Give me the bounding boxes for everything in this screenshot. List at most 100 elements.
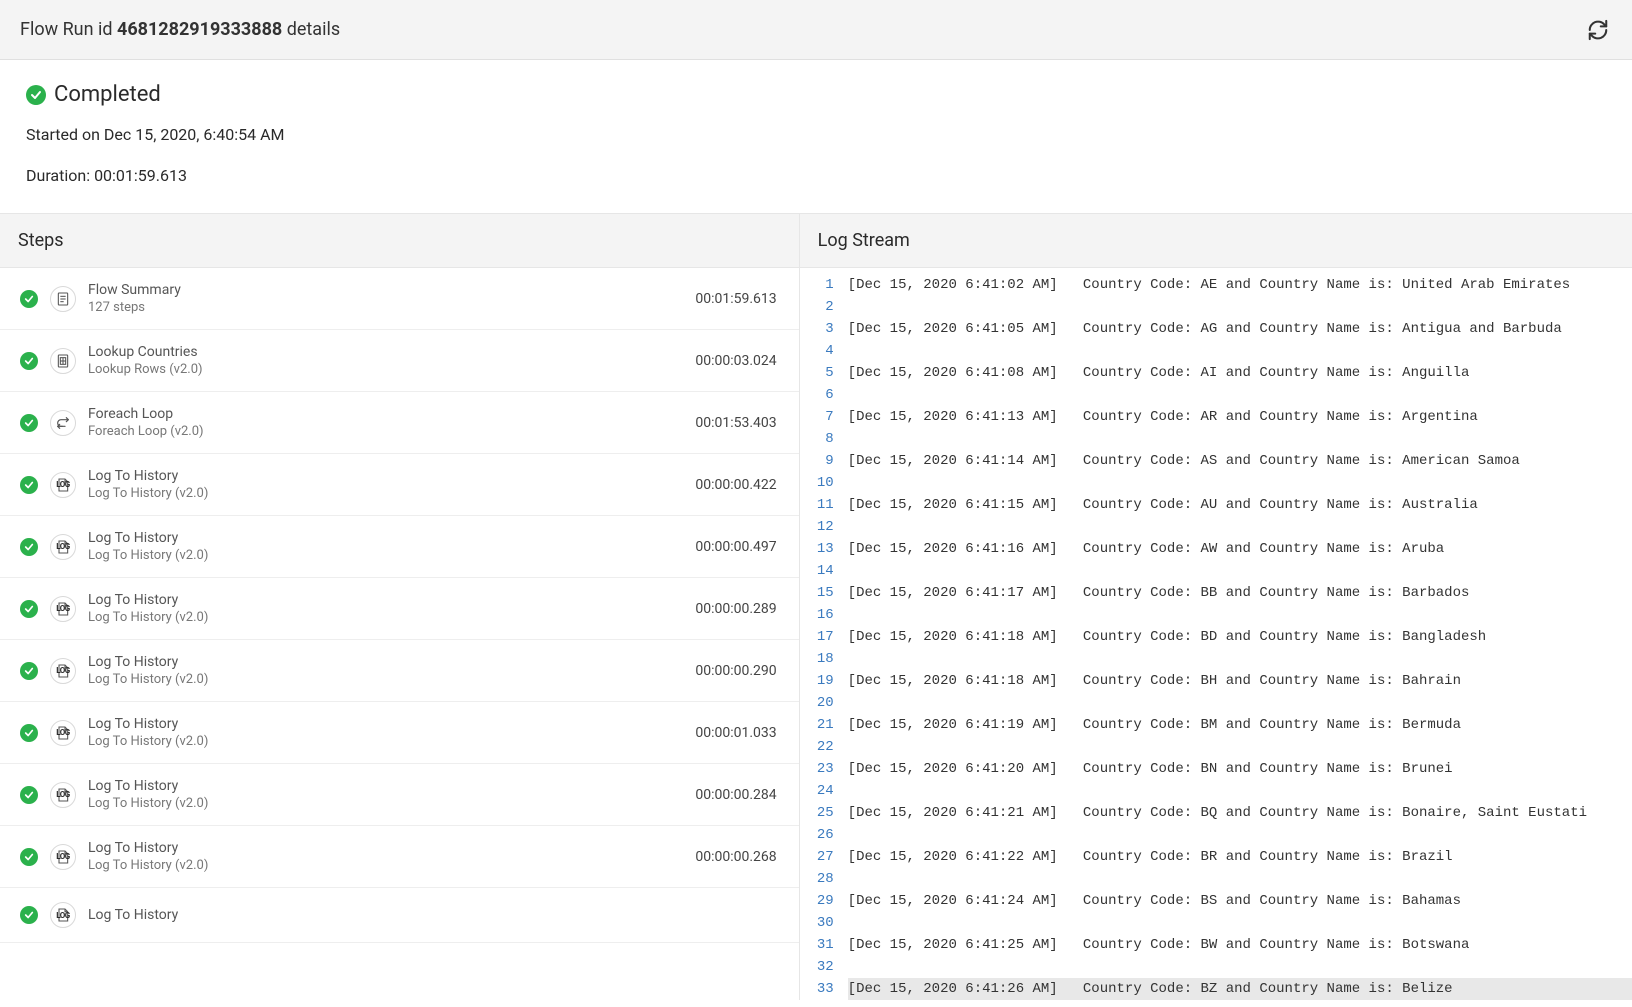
- log-line-number: 24: [800, 780, 834, 802]
- log-line-number: 4: [800, 340, 834, 362]
- log-line: [Dec 15, 2020 6:41:05 AM] Country Code: …: [848, 318, 1632, 340]
- log-line-number: 15: [800, 582, 834, 604]
- log-line: [848, 472, 1632, 494]
- step-row[interactable]: Foreach Loop Foreach Loop (v2.0) 00:01:53.…: [0, 392, 799, 454]
- step-text: Log To History: [88, 907, 765, 923]
- log-line: [Dec 15, 2020 6:41:18 AM] Country Code: …: [848, 670, 1632, 692]
- step-duration: 00:00:03.024: [695, 353, 782, 369]
- log-line-number: 11: [800, 494, 834, 516]
- log-line-number: 25: [800, 802, 834, 824]
- step-text: Log To HistoryLog To History (v2.0): [88, 716, 683, 749]
- step-subtitle: Log To History (v2.0): [88, 548, 683, 563]
- log-line: [Dec 15, 2020 6:41:20 AM] Country Code: …: [848, 758, 1632, 780]
- log-gutter: 1234567891011121314151617181920212223242…: [800, 268, 840, 1000]
- log-line: [848, 516, 1632, 538]
- log-line-number: 29: [800, 890, 834, 912]
- steps-list[interactable]: Flow Summary 127 steps 00:01:59.613 Lookup …: [0, 268, 799, 1000]
- log-line: [848, 868, 1632, 890]
- step-subtitle: Log To History (v2.0): [88, 672, 683, 687]
- log-line: [848, 560, 1632, 582]
- step-subtitle: Log To History (v2.0): [88, 858, 683, 873]
- log-line: [848, 692, 1632, 714]
- step-title: Log To History: [88, 468, 683, 484]
- log-line: [848, 648, 1632, 670]
- title-prefix: Flow Run id: [20, 19, 117, 40]
- log-line-number: 16: [800, 604, 834, 626]
- log-line-number: 23: [800, 758, 834, 780]
- log-line-number: 30: [800, 912, 834, 934]
- step-duration: 00:01:53.403: [695, 415, 782, 431]
- step-duration: 00:00:00.284: [695, 787, 782, 803]
- main-panes: Steps Flow Summary 127 steps 00:01:59.613 L…: [0, 213, 1632, 1000]
- log-icon: LOG: [50, 720, 76, 746]
- step-subtitle: Log To History (v2.0): [88, 486, 683, 501]
- step-subtitle: Foreach Loop (v2.0): [88, 424, 683, 439]
- log-line-number: 8: [800, 428, 834, 450]
- log-line-number: 12: [800, 516, 834, 538]
- step-row[interactable]: LOGLog To HistoryLog To History (v2.0)00…: [0, 454, 799, 516]
- log-line-number: 31: [800, 934, 834, 956]
- step-text: Log To HistoryLog To History (v2.0): [88, 778, 683, 811]
- log-line-number: 2: [800, 296, 834, 318]
- step-status-icon: [20, 906, 38, 924]
- log-line: [Dec 15, 2020 6:41:14 AM] Country Code: …: [848, 450, 1632, 472]
- step-duration: 00:01:59.613: [695, 291, 782, 307]
- log-pane: Log Stream 12345678910111213141516171819…: [800, 214, 1632, 1000]
- step-row[interactable]: LOGLog To History: [0, 888, 799, 943]
- step-subtitle: 127 steps: [88, 300, 683, 315]
- status-row: Completed: [26, 82, 1606, 107]
- log-line: [Dec 15, 2020 6:41:02 AM] Country Code: …: [848, 274, 1632, 296]
- log-line-number: 3: [800, 318, 834, 340]
- refresh-button[interactable]: [1584, 16, 1612, 44]
- log-line-number: 6: [800, 384, 834, 406]
- step-title: Foreach Loop: [88, 406, 683, 422]
- log-line: [Dec 15, 2020 6:41:26 AM] Country Code: …: [848, 978, 1632, 1000]
- lookup-icon: [50, 348, 76, 374]
- log-line: [848, 780, 1632, 802]
- summary-panel: Completed Started on Dec 15, 2020, 6:40:…: [0, 60, 1632, 213]
- log-line: [848, 736, 1632, 758]
- step-row[interactable]: LOGLog To HistoryLog To History (v2.0)00…: [0, 702, 799, 764]
- log-content: [Dec 15, 2020 6:41:02 AM] Country Code: …: [800, 268, 1632, 1000]
- step-title: Log To History: [88, 840, 683, 856]
- steps-pane: Steps Flow Summary 127 steps 00:01:59.613 L…: [0, 214, 800, 1000]
- log-icon: LOG: [50, 534, 76, 560]
- step-status-icon: [20, 786, 38, 804]
- step-row[interactable]: LOGLog To HistoryLog To History (v2.0)00…: [0, 826, 799, 888]
- step-subtitle: Log To History (v2.0): [88, 796, 683, 811]
- log-icon: LOG: [50, 658, 76, 684]
- log-line: [848, 340, 1632, 362]
- status-check-icon: [26, 85, 46, 105]
- step-row[interactable]: LOGLog To HistoryLog To History (v2.0)00…: [0, 578, 799, 640]
- step-text: Foreach Loop Foreach Loop (v2.0): [88, 406, 683, 439]
- step-status-icon: [20, 352, 38, 370]
- step-row[interactable]: LOGLog To HistoryLog To History (v2.0)00…: [0, 516, 799, 578]
- summary-icon: [50, 286, 76, 312]
- log-line: [Dec 15, 2020 6:41:22 AM] Country Code: …: [848, 846, 1632, 868]
- log-line-number: 20: [800, 692, 834, 714]
- log-line: [Dec 15, 2020 6:41:19 AM] Country Code: …: [848, 714, 1632, 736]
- log-line: [Dec 15, 2020 6:41:18 AM] Country Code: …: [848, 626, 1632, 648]
- log-line: [848, 428, 1632, 450]
- log-line: [Dec 15, 2020 6:41:17 AM] Country Code: …: [848, 582, 1632, 604]
- log-line-number: 21: [800, 714, 834, 736]
- header-bar: Flow Run id 4681282919333888 details: [0, 0, 1632, 60]
- step-row[interactable]: Flow Summary 127 steps 00:01:59.613: [0, 268, 799, 330]
- status-label: Completed: [54, 82, 161, 107]
- log-area[interactable]: 1234567891011121314151617181920212223242…: [800, 268, 1632, 1000]
- step-row[interactable]: Lookup CountriesLookup Rows (v2.0)00:00:…: [0, 330, 799, 392]
- log-line: [Dec 15, 2020 6:41:25 AM] Country Code: …: [848, 934, 1632, 956]
- step-title: Flow Summary: [88, 282, 683, 298]
- step-subtitle: Log To History (v2.0): [88, 610, 683, 625]
- step-duration: 00:00:00.290: [695, 663, 782, 679]
- step-row[interactable]: LOGLog To HistoryLog To History (v2.0)00…: [0, 640, 799, 702]
- steps-header: Steps: [0, 214, 799, 268]
- log-icon: LOG: [50, 844, 76, 870]
- log-icon: LOG: [50, 472, 76, 498]
- log-line-number: 32: [800, 956, 834, 978]
- log-line: [848, 824, 1632, 846]
- log-header: Log Stream: [800, 214, 1632, 268]
- step-status-icon: [20, 848, 38, 866]
- step-text: Log To HistoryLog To History (v2.0): [88, 592, 683, 625]
- step-row[interactable]: LOGLog To HistoryLog To History (v2.0)00…: [0, 764, 799, 826]
